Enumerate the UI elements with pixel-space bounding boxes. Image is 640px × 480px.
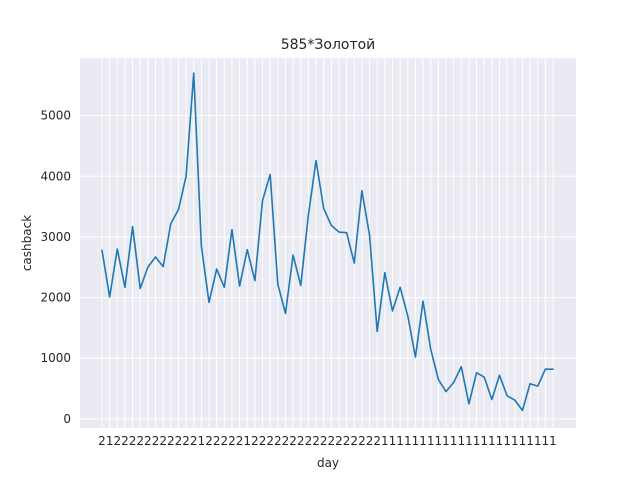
x-tick-label: 2 (175, 434, 183, 448)
x-tick-label: 2 (205, 434, 213, 448)
x-tick-label: 1 (381, 434, 389, 448)
x-tick-label: 1 (503, 434, 511, 448)
x-tick-label: 2 (343, 434, 351, 448)
x-tick-label: 2 (335, 434, 343, 448)
x-tick-label: 2 (366, 434, 374, 448)
x-tick-label: 2 (228, 434, 236, 448)
x-tick-label: 2 (159, 434, 167, 448)
x-tick-label: 2 (251, 434, 259, 448)
series-line (101, 72, 554, 412)
x-axis-label: day (317, 456, 339, 470)
x-tick-label: 1 (526, 434, 534, 448)
x-tick-label: 2 (373, 434, 381, 448)
x-tick-label: 2 (113, 434, 121, 448)
x-tick-label: 2 (266, 434, 274, 448)
x-tick-label: 2 (259, 434, 267, 448)
y-tick-label: 0 (63, 412, 71, 426)
x-tick-label: 2 (282, 434, 290, 448)
x-tick-label: 1 (396, 434, 404, 448)
x-tick-label: 2 (190, 434, 198, 448)
x-tick-label: 2 (350, 434, 358, 448)
x-tick-label: 1 (496, 434, 504, 448)
x-tick-label: 2 (121, 434, 129, 448)
x-tick-label: 2 (167, 434, 175, 448)
x-tick-label: 2 (236, 434, 244, 448)
chart-title: 585*Золотой (281, 37, 376, 53)
x-tick-label: 2 (358, 434, 366, 448)
y-tick-label: 3000 (40, 230, 71, 244)
x-tick-label: 1 (542, 434, 550, 448)
x-tick-label: 2 (144, 434, 152, 448)
x-tick-label: 1 (442, 434, 450, 448)
y-tick-label: 4000 (40, 169, 71, 183)
x-tick-label: 2 (213, 434, 221, 448)
x-tick-label: 1 (450, 434, 458, 448)
x-tick-label: 1 (389, 434, 397, 448)
x-tick-label: 2 (328, 434, 336, 448)
x-tick-label: 1 (465, 434, 473, 448)
x-tick-label: 2 (305, 434, 313, 448)
plot-background (80, 58, 576, 428)
x-tick-label: 2 (220, 434, 228, 448)
x-tick-label: 1 (412, 434, 420, 448)
x-tick-label: 1 (419, 434, 427, 448)
y-axis-label: cashback (20, 215, 34, 271)
x-tick-label: 1 (534, 434, 542, 448)
x-tick-label: 1 (519, 434, 527, 448)
x-tick-label: 1 (404, 434, 412, 448)
x-tick-label: 2 (274, 434, 282, 448)
x-tick-label: 2 (289, 434, 297, 448)
x-tick-label: 2 (136, 434, 144, 448)
x-tick-label: 1 (106, 434, 114, 448)
y-tick-label: 1000 (40, 351, 71, 365)
x-tick-label: 1 (457, 434, 465, 448)
y-tick-labels: 0 1000 2000 3000 4000 5000 (40, 109, 71, 426)
x-tick-label: 1 (549, 434, 557, 448)
x-tick-label: 2 (320, 434, 328, 448)
x-tick-label: 2 (98, 434, 106, 448)
y-tick-label: 5000 (40, 109, 71, 123)
x-tick-label: 1 (511, 434, 519, 448)
x-tick-label: 1 (427, 434, 435, 448)
x-tick-label: 2 (312, 434, 320, 448)
x-grid (101, 58, 554, 428)
x-tick-label: 1 (488, 434, 496, 448)
x-tick-label: 1 (198, 434, 206, 448)
y-grid (80, 115, 576, 420)
x-tick-label: 1 (435, 434, 443, 448)
x-tick-label: 1 (243, 434, 251, 448)
x-tick-label: 2 (297, 434, 305, 448)
x-tick-label: 2 (182, 434, 190, 448)
x-tick-label: 1 (473, 434, 481, 448)
y-tick-label: 2000 (40, 291, 71, 305)
x-tick-label: 2 (129, 434, 137, 448)
x-tick-label: 1 (480, 434, 488, 448)
x-tick-label: 2 (152, 434, 160, 448)
